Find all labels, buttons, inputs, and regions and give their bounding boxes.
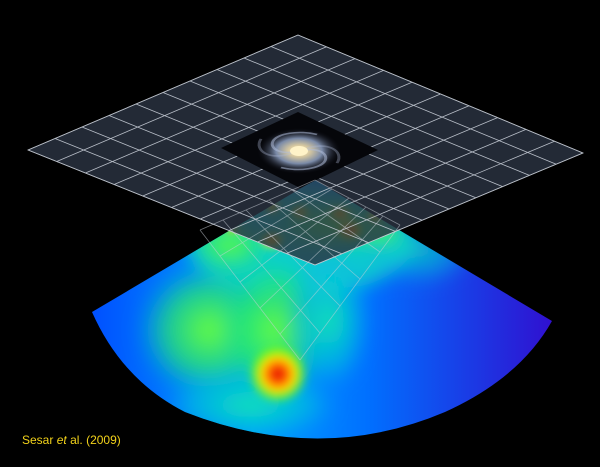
grid-line <box>270 46 557 165</box>
grid-overlay-line <box>199 229 301 361</box>
grid-line <box>286 140 555 254</box>
grid-overlay-line <box>259 206 367 309</box>
grid-overlay-line <box>291 189 381 253</box>
grid-line <box>243 57 530 176</box>
grid-overlay-line <box>219 188 333 257</box>
grid-overlay-line <box>199 179 316 231</box>
grid-overlay-line <box>268 199 361 280</box>
grid-border <box>26 34 585 266</box>
grid-overlay-line <box>245 209 341 307</box>
grid-line <box>216 69 503 187</box>
credit-citation: Sesar et al. (2009) <box>22 433 121 447</box>
credit-rest: al. (2009) <box>70 433 121 447</box>
credit-etal: et <box>56 433 67 447</box>
galaxy-image <box>221 112 378 188</box>
grid-overlay <box>199 179 401 361</box>
grid-line <box>228 117 498 231</box>
grid-overlay-line <box>239 197 350 283</box>
grid-overlay-line <box>279 215 384 335</box>
grid-overlay-line <box>222 219 321 334</box>
grid-overlay-line <box>314 179 401 226</box>
grid-line <box>257 129 527 243</box>
grid-overlay-line <box>299 224 401 361</box>
credit-author: Sesar <box>22 433 54 447</box>
